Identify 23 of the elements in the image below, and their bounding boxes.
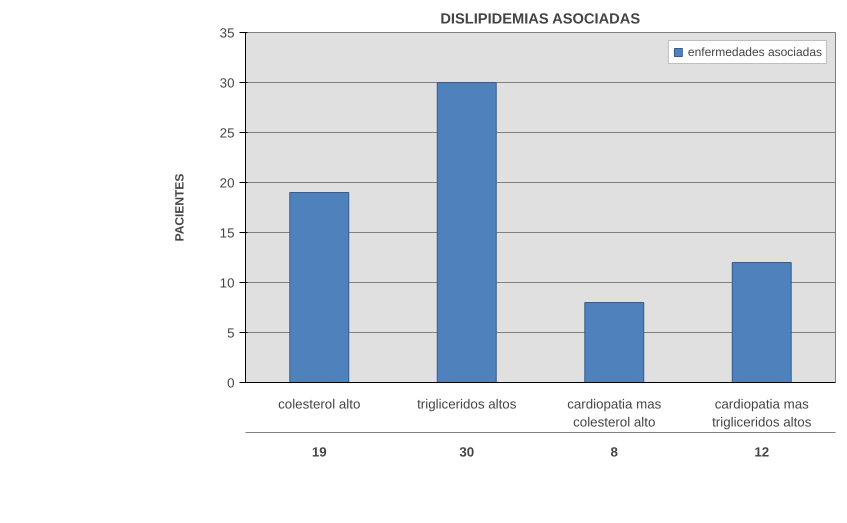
y-tick-label: 20	[220, 176, 235, 190]
x-tick-label: cardiopatia mas colesterol alto	[567, 396, 662, 430]
y-tick-label: 35	[220, 26, 235, 40]
y-tick-label: 0	[227, 376, 235, 390]
chart-title: DISLIPIDEMIAS ASOCIADAS	[440, 12, 640, 28]
y-tick-label: 10	[220, 276, 235, 290]
bar	[289, 192, 350, 382]
bar	[584, 302, 644, 382]
data-label: 30	[459, 444, 474, 460]
x-tick-label: trigliceridos altos	[417, 396, 517, 412]
data-label: 19	[312, 444, 327, 460]
bar	[732, 262, 792, 382]
y-tick-label: 15	[220, 226, 235, 240]
x-tick-label: cardiopatia mas trigliceridos altos	[712, 396, 812, 430]
data-label: 12	[754, 444, 770, 460]
legend-label: enfermedades asociadas	[688, 45, 822, 59]
y-tick-label: 30	[220, 76, 235, 90]
y-axis-title: PACIENTES	[172, 174, 187, 242]
y-tick-label: 25	[220, 126, 235, 140]
bar	[436, 82, 497, 382]
data-label: 8	[610, 444, 618, 460]
y-tick-label: 5	[227, 326, 235, 340]
x-tick-label: colesterol alto	[278, 396, 360, 412]
